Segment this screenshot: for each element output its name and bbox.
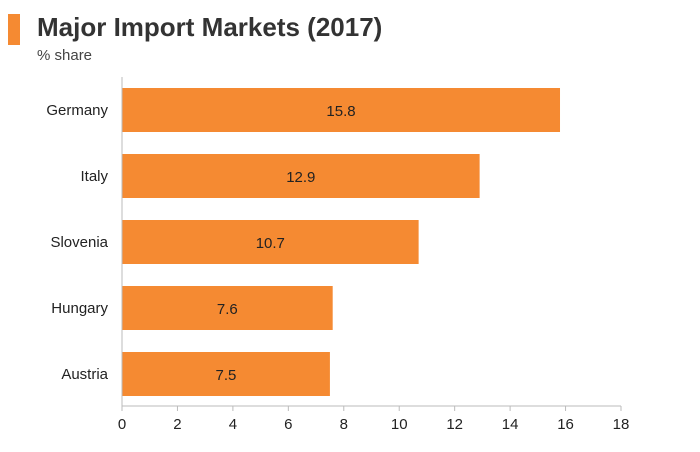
bars-group: [122, 88, 561, 396]
bar-italy: [122, 154, 480, 198]
category-label: Italy: [80, 168, 108, 185]
x-tick-label: 16: [557, 416, 574, 433]
x-tick-labels-group: 0 2 4 6 8 10 12 14 16 18: [118, 416, 630, 433]
x-tick-label: 14: [502, 416, 519, 433]
category-labels-group: Germany Italy Slovenia Hungary Austria: [46, 102, 108, 383]
axes-group: [121, 77, 622, 411]
title-accent-bar: [8, 14, 20, 45]
value-label: 7.5: [216, 367, 237, 384]
category-label: Slovenia: [50, 234, 108, 251]
chart-subtitle: % share: [37, 47, 93, 64]
chart-title: Major Import Markets (2017): [37, 12, 383, 42]
category-label: Germany: [46, 102, 108, 119]
value-label: 7.6: [217, 301, 238, 318]
category-label: Austria: [61, 366, 108, 383]
x-tick-label: 4: [229, 416, 237, 433]
value-label: 10.7: [256, 235, 285, 252]
bar-hungary: [122, 286, 333, 330]
value-label: 12.9: [286, 169, 315, 186]
value-label: 15.8: [326, 103, 355, 120]
bar-slovenia: [122, 220, 419, 264]
x-tick-label: 2: [173, 416, 181, 433]
x-tick-label: 0: [118, 416, 126, 433]
x-tick-label: 10: [391, 416, 408, 433]
value-labels-group: 15.8 12.9 10.7 7.6 7.5: [216, 103, 356, 384]
bar-germany: [122, 88, 561, 132]
x-tick-label: 12: [446, 416, 463, 433]
category-label: Hungary: [51, 300, 108, 317]
bar-austria: [122, 352, 330, 396]
x-tick-label: 18: [613, 416, 630, 433]
x-tick-label: 8: [340, 416, 348, 433]
x-tick-label: 6: [284, 416, 292, 433]
